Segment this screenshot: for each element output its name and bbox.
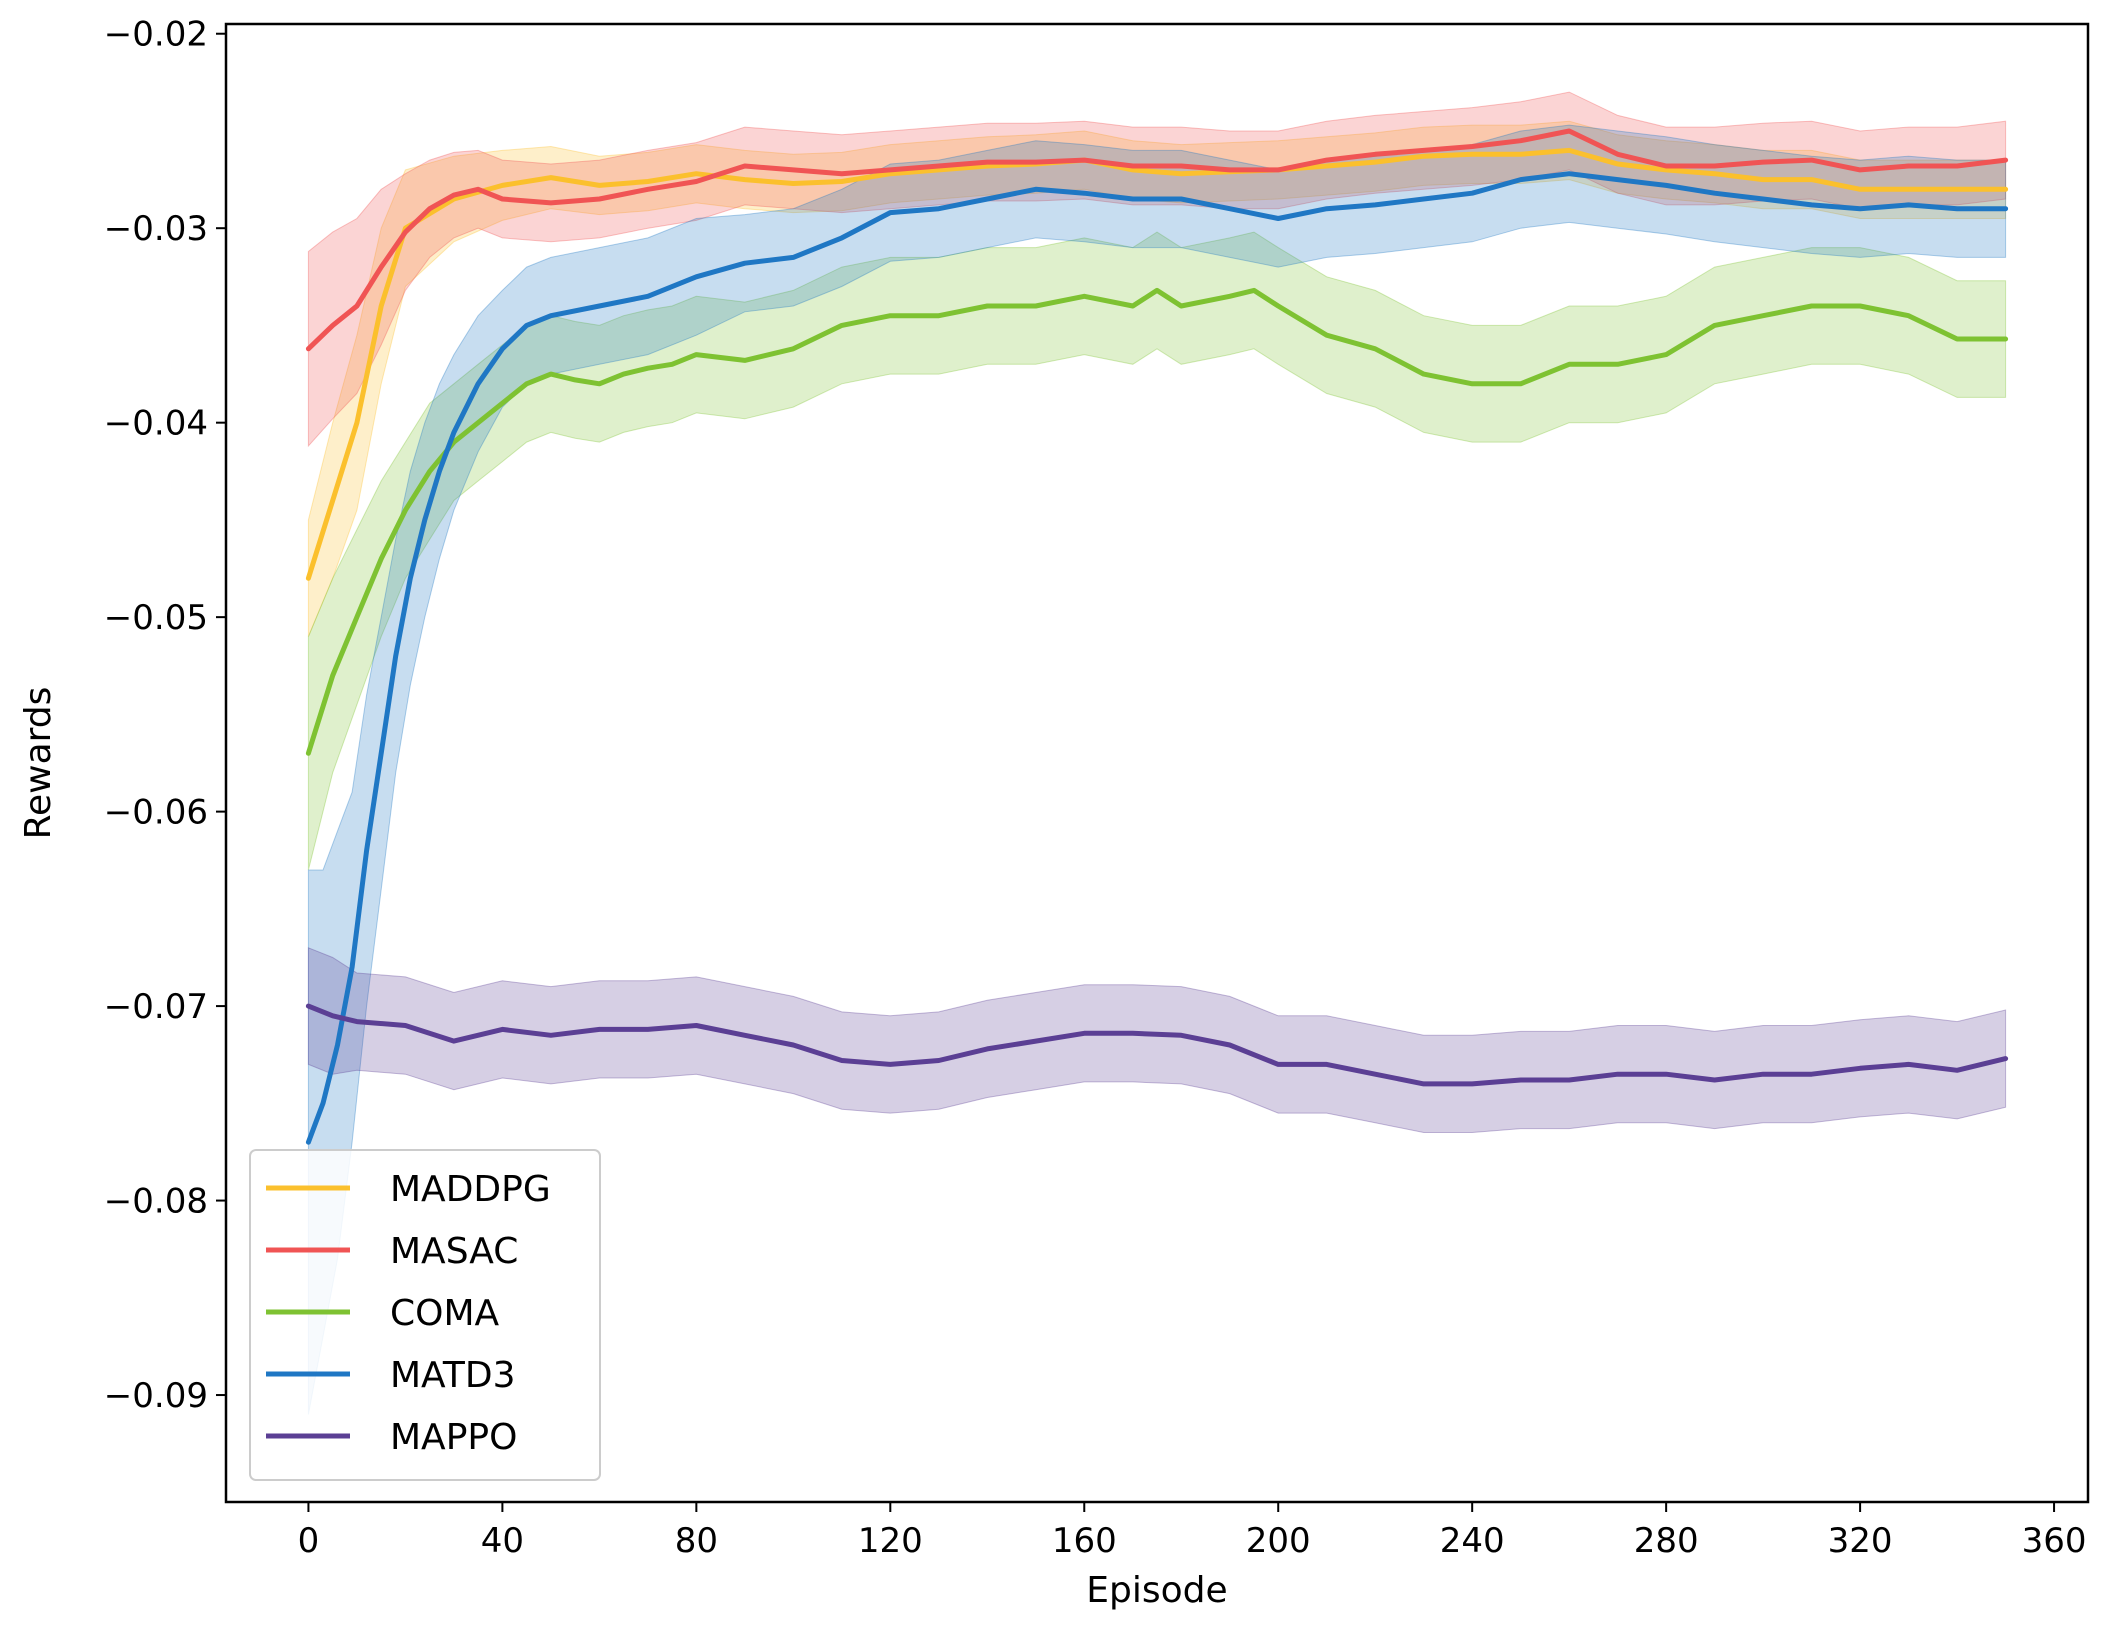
series-lines — [305, 128, 2009, 1145]
legend-label-maddpg: MADDPG — [390, 1169, 551, 1210]
line-masac — [305, 128, 2009, 352]
band-coma — [307, 231, 2007, 871]
x-tick-label: 280 — [1634, 1521, 1699, 1561]
legend-label-matd3: MATD3 — [390, 1355, 516, 1396]
y-tick-label: −0.04 — [104, 404, 208, 444]
line-mappo — [305, 1003, 2009, 1087]
band-mappo — [307, 947, 2007, 1133]
x-tick-label: 160 — [1052, 1521, 1117, 1561]
line-matd3 — [305, 171, 2009, 1145]
line-coma — [305, 287, 2009, 756]
y-axis-ticks: −0.02 −0.03 −0.04 −0.05 −0.06 −0.07 −0.08 −0.09 — [104, 15, 226, 1416]
x-tick-label: 320 — [1828, 1521, 1893, 1561]
x-tick-label: 40 — [481, 1521, 524, 1561]
x-tick-label: 200 — [1246, 1521, 1311, 1561]
x-tick-label: 360 — [2022, 1521, 2087, 1561]
plot-frame — [224, 22, 2090, 1504]
x-axis-label: Episode — [1086, 1570, 1227, 1611]
x-tick-label: 120 — [858, 1521, 923, 1561]
legend-label-mappo: MAPPO — [390, 1417, 517, 1458]
y-tick-label: −0.06 — [104, 793, 208, 833]
legend: MADDPG MASAC COMA MATD3 MAPPO — [249, 1149, 601, 1481]
legend-box — [249, 1149, 601, 1481]
y-tick-label: −0.02 — [104, 15, 208, 55]
y-tick-label: −0.05 — [104, 598, 208, 638]
legend-label-coma: COMA — [390, 1293, 500, 1334]
y-tick-label: −0.09 — [104, 1376, 208, 1416]
x-tick-label: 240 — [1440, 1521, 1505, 1561]
y-axis-label: Rewards — [18, 687, 59, 840]
x-tick-label: 80 — [675, 1521, 718, 1561]
x-axis-ticks: 0 40 80 120 160 200 240 280 320 360 — [298, 1502, 2087, 1561]
y-tick-label: −0.07 — [104, 987, 208, 1027]
band-maddpg — [307, 120, 2007, 637]
y-tick-label: −0.08 — [104, 1182, 208, 1222]
legend-label-masac: MASAC — [390, 1231, 518, 1272]
y-tick-label: −0.03 — [104, 209, 208, 249]
x-tick-label: 0 — [298, 1521, 320, 1561]
